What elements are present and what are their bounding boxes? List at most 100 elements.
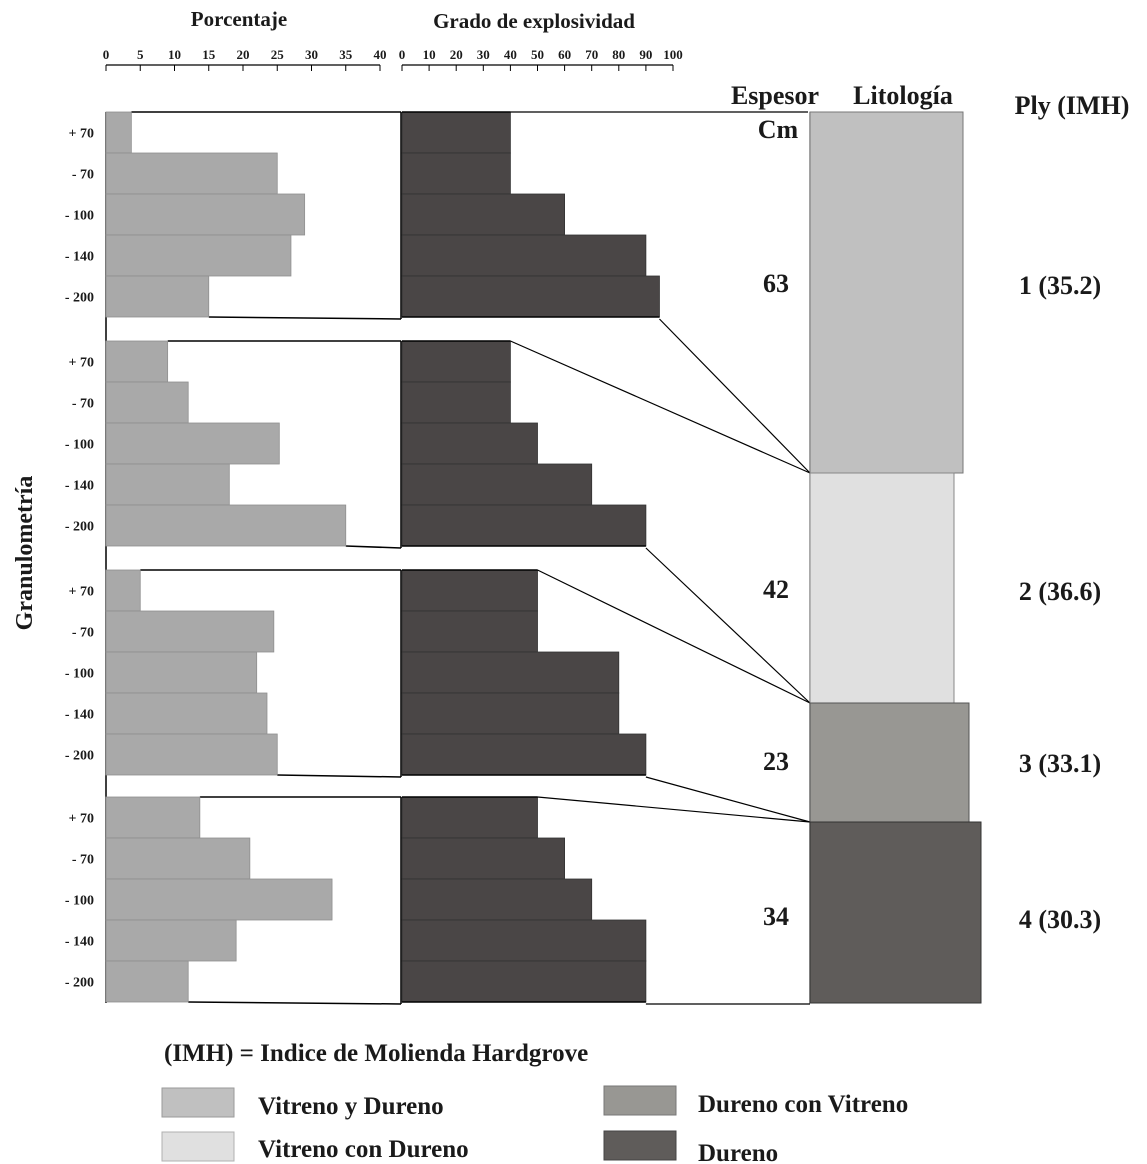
porcentaje-tick-label: 40 [374, 47, 387, 62]
porcentaje-bar [105, 733, 278, 776]
panel-bottom-line [277, 774, 402, 778]
grado-tick-label: 20 [450, 47, 463, 62]
legend-label-vitreno-y-dureno: Vitreno y Dureno [258, 1093, 444, 1120]
espesor-header: Espesor [731, 81, 819, 110]
grado-title: Grado de explosividad [433, 9, 635, 33]
panel-bottom-line [208, 316, 402, 320]
lithology-block-2 [809, 472, 955, 704]
porcentaje-tick-label: 0 [103, 47, 110, 62]
ply-label: 4 (30.3) [1019, 905, 1101, 934]
grado-bar [401, 651, 620, 694]
porcentaje-tick-label: 30 [305, 47, 318, 62]
porcentaje-tick-label: 15 [202, 47, 216, 62]
porcentaje-bar [105, 463, 230, 506]
connector-line [537, 796, 811, 823]
ply-panel-4: + 70 - 70 - 100 - 140 - 200 [65, 796, 647, 1005]
porcentaje-tick-label: 10 [168, 47, 181, 62]
espesor-value: 23 [763, 747, 789, 776]
legend-label-dureno: Dureno [698, 1140, 778, 1164]
category-label: - 140 [65, 708, 94, 723]
ply-label: 2 (36.6) [1019, 577, 1101, 606]
connector-line [510, 340, 811, 474]
porcentaje-bar [105, 692, 268, 735]
grado-bar [401, 152, 511, 195]
porcentaje-bar [105, 960, 189, 1003]
category-label: - 100 [65, 438, 94, 453]
porcentaje-bar [105, 919, 237, 962]
porcentaje-tick-label: 20 [237, 47, 250, 62]
porcentaje-axis: 0 5 10 15 20 25 30 35 40 [103, 47, 387, 71]
legend-swatch-dureno [603, 1130, 677, 1161]
grado-bar [401, 193, 566, 236]
porcentaje-bar [105, 234, 292, 277]
lithology-column [809, 111, 982, 1004]
porcentaje-bar [105, 152, 278, 195]
ply-panel-1: + 70 - 70 - 100 - 140 - 200 [65, 111, 660, 320]
category-label: - 200 [65, 291, 94, 306]
connector-line [659, 318, 811, 474]
grado-bar [401, 504, 647, 547]
porcentaje-tick-label: 5 [137, 47, 144, 62]
category-label: - 100 [65, 209, 94, 224]
category-label: + 70 [69, 356, 94, 371]
lithology-block-1 [809, 111, 964, 474]
legend-swatch-vitreno-y-dureno [161, 1087, 235, 1118]
grado-bar [401, 275, 660, 318]
grado-bar [401, 234, 647, 277]
grado-tick-label: 30 [477, 47, 490, 62]
granulometry-panels: + 70 - 70 - 100 - 140 - 200 + 70 - 70 - 100 - 14… [65, 111, 660, 1005]
grado-tick-label: 50 [531, 47, 544, 62]
legend-item-dureno: Dureno [603, 1130, 778, 1164]
grado-tick-label: 70 [585, 47, 598, 62]
category-label: - 70 [72, 397, 94, 412]
espesor-value: 34 [763, 902, 789, 931]
connector-line [645, 547, 811, 704]
ply-header: Ply (IMH) [1015, 91, 1130, 120]
porcentaje-bar [105, 193, 306, 236]
lithology-block-3 [809, 702, 970, 823]
porcentaje-bar [105, 796, 201, 839]
porcentaje-title: Porcentaje [191, 7, 287, 31]
porcentaje-bar [105, 422, 280, 465]
panel-bottom-line [188, 1001, 402, 1005]
porcentaje-tick-label: 35 [339, 47, 353, 62]
litologia-header: Litología [853, 81, 953, 110]
cm-header: Cm [758, 115, 799, 144]
porcentaje-bar [105, 275, 210, 318]
grado-tick-label: 40 [504, 47, 517, 62]
category-label: - 200 [65, 976, 94, 991]
category-label: - 140 [65, 479, 94, 494]
grado-bar [401, 569, 538, 612]
category-label: - 140 [65, 935, 94, 950]
granulometria-axis-label: Granulometría [12, 476, 38, 631]
grado-bar [401, 340, 511, 383]
grado-bar [401, 878, 593, 921]
ply-labels: 63 1 (35.2) 42 2 (36.6) 23 3 (33.1) 34 4 (30.3) [763, 269, 1101, 934]
category-label: + 70 [69, 585, 94, 600]
legend-label-vitreno-con-dureno: Vitreno con Dureno [258, 1136, 469, 1163]
ply-label: 3 (33.1) [1019, 749, 1101, 778]
porcentaje-tick-label: 25 [271, 47, 285, 62]
grado-tick-label: 60 [558, 47, 571, 62]
porcentaje-bar [105, 610, 275, 653]
ply-panel-2: + 70 - 70 - 100 - 140 - 200 [65, 340, 647, 549]
category-label: - 200 [65, 749, 94, 764]
grado-bar [401, 796, 538, 839]
grado-axis: 0 10 20 30 40 50 60 70 80 90 100 [399, 47, 683, 71]
connector-line [537, 569, 811, 704]
grado-bar [401, 610, 538, 653]
category-label: - 70 [72, 168, 94, 183]
grado-bar [401, 733, 647, 776]
legend-title: (IMH) = Indice de Molienda Hardgrove [164, 1040, 588, 1067]
panel-bottom-line [345, 545, 402, 549]
grado-tick-label: 10 [423, 47, 436, 62]
legend-item-vitreno-con-dureno: Vitreno con Dureno [161, 1131, 469, 1163]
porcentaje-bar [105, 651, 258, 694]
legend-swatch-dureno-con-vitreno [603, 1085, 677, 1116]
ply-panel-3: + 70 - 70 - 100 - 140 - 200 [65, 569, 647, 778]
category-label: + 70 [69, 812, 94, 827]
grado-bar [401, 381, 511, 424]
grado-tick-label: 80 [612, 47, 625, 62]
grado-tick-label: 100 [663, 47, 683, 62]
grado-bar [401, 837, 566, 880]
